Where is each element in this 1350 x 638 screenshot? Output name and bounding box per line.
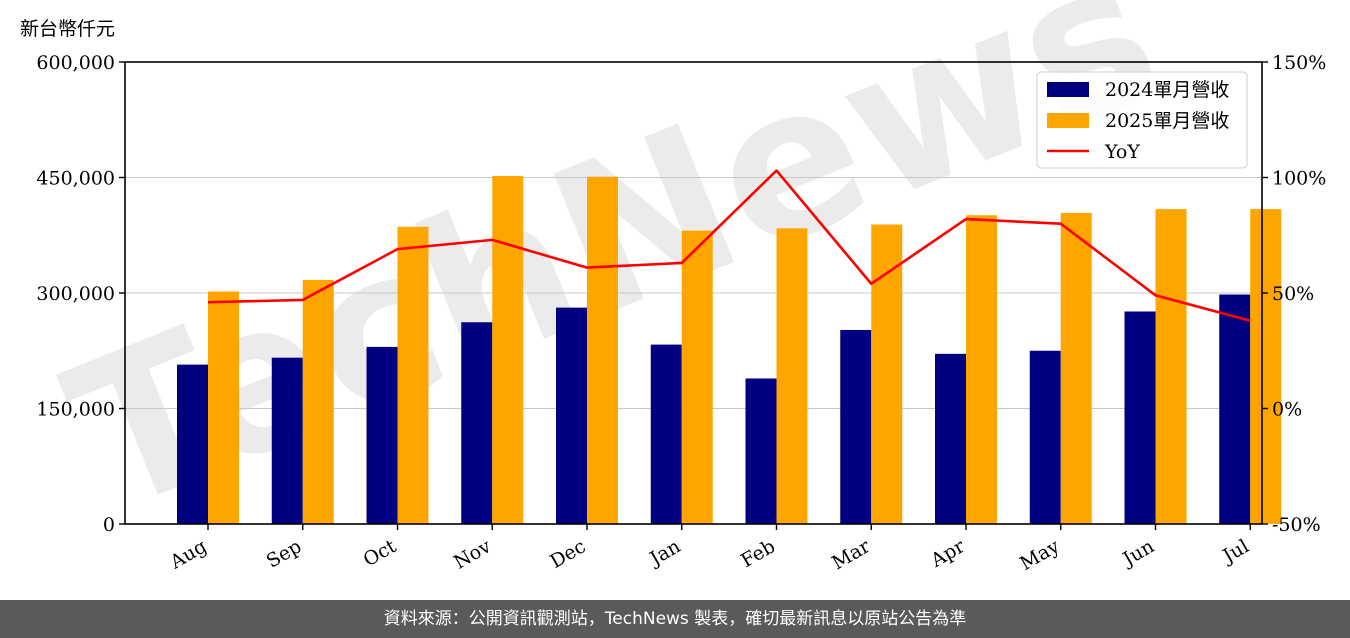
x-tick-label-jun: Jun [1117,535,1158,571]
bar-2024-sep [271,357,303,524]
y-tick-label-0: 0 [103,514,115,536]
x-tick-label-dec: Dec [546,535,589,573]
x-tick-label-may: May [1016,535,1063,575]
y-tick-label-2: 300,000 [36,283,115,305]
bar-2025-mar [871,224,903,524]
bar-2025-sep [302,279,334,524]
bar-2025-feb [776,228,808,524]
bar-2025-jan [681,230,713,524]
y2-tick-label-4: 150% [1272,52,1326,74]
x-tick-label-feb: Feb [737,535,779,572]
yoy-line-series [207,169,1251,322]
bar-2025-aug [208,291,239,524]
legend-item-2024-swatch [1047,82,1089,97]
bar-2024-dec [556,307,587,524]
bar-2024-apr [935,353,966,524]
legend-box [1036,71,1248,169]
bar-2024-nov [461,322,493,524]
legend-item-2024-label: 2024單月營收 [1105,79,1229,101]
bar-2025-apr [966,215,997,525]
bar-2025-nov [492,175,524,524]
bar-2025-may [1060,212,1092,525]
legend-item-2025-swatch [1047,113,1089,128]
legend-item-2025-label: 2025單月營收 [1105,110,1229,132]
y2-tick-label-3: 100% [1272,168,1326,190]
x-tick-label-sep: Sep [263,535,306,572]
y2-tick-label-2: 50% [1272,283,1314,305]
legend: 2024單月營收 2025單月營收 YoY [1036,71,1248,169]
revenue-chart: TechNews 0150,000300,000450,000600,000-5… [36,0,1326,575]
bar-2024-may [1029,350,1061,524]
x-tick-label-jan: Jan [645,535,685,571]
bar-2024-jan [650,344,682,524]
bar-2024-oct [366,346,398,524]
bar-2024-mar [840,329,872,524]
bar-2025-jul [1250,209,1282,524]
x-tick-label-nov: Nov [450,535,495,574]
x-tick-label-mar: Mar [828,535,874,574]
yoy-line [207,169,1251,322]
bar-2024-aug [177,364,208,524]
y2-tick-label-0: -50% [1272,514,1321,536]
y-axis-unit-label: 新台幣仟元 [20,18,116,40]
y-tick-label-3: 450,000 [36,168,115,190]
x-tick-label-apr: Apr [926,535,969,572]
y-tick-label-4: 600,000 [36,52,115,74]
bar-series [177,175,1282,525]
bar-2025-oct [397,226,429,524]
bar-2025-jun [1155,209,1187,524]
bar-2024-jun [1124,311,1156,524]
legend-item-yoy-label: YoY [1104,141,1140,163]
y-tick-label-1: 150,000 [36,399,115,421]
bar-2024-feb [745,378,777,524]
bar-2025-dec [587,176,618,525]
bar-2024-jul [1219,294,1251,524]
y2-tick-label-1: 0% [1272,399,1302,421]
source-footer: 資料來源：公開資訊觀測站，TechNews 製表，確切最新訊息以原站公告為準 [0,600,1350,638]
x-tick-label-oct: Oct [360,535,401,571]
x-tick-label-jul: Jul [1218,535,1253,568]
